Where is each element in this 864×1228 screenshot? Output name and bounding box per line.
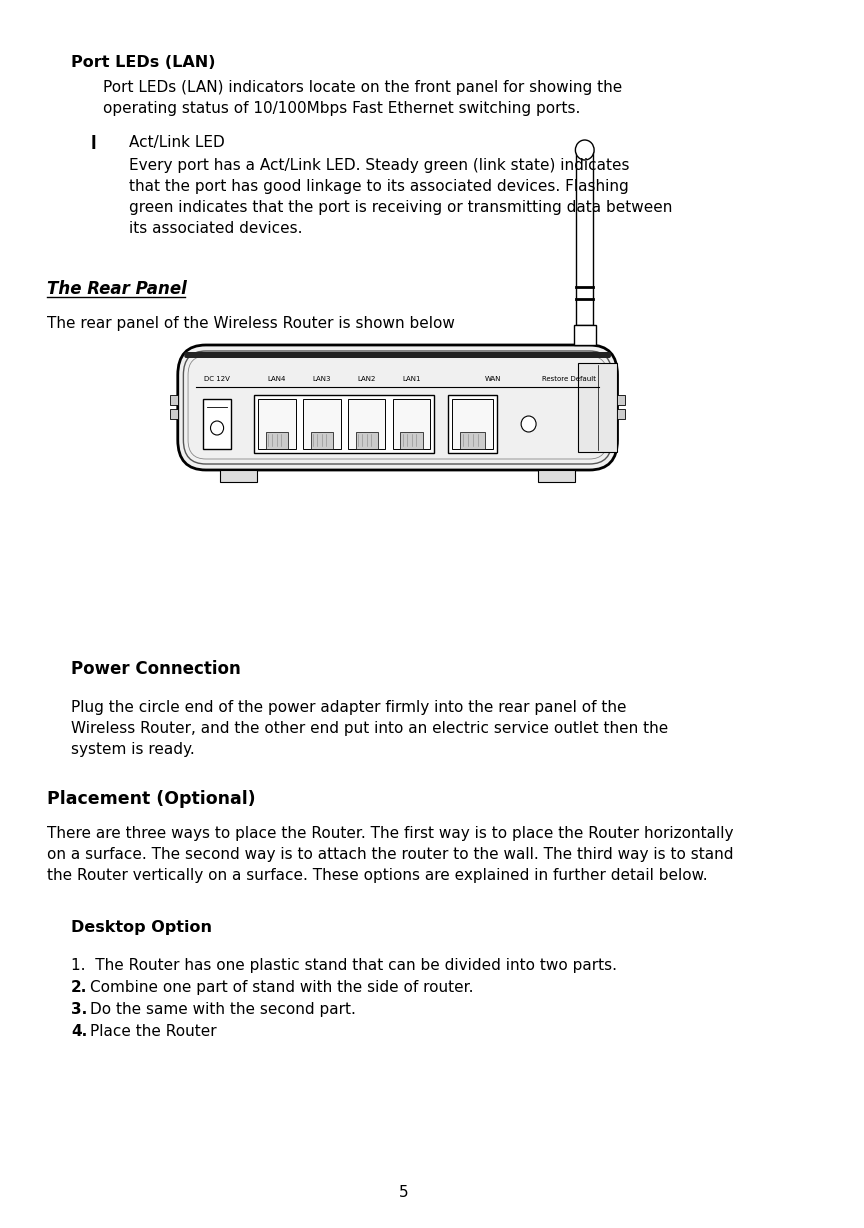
Bar (393, 399, 430, 449)
Bar (618, 409, 625, 419)
Bar (452, 399, 493, 449)
Bar (355, 431, 378, 449)
Bar (170, 409, 178, 419)
Text: Port LEDs (LAN) indicators locate on the front panel for showing the
operating s: Port LEDs (LAN) indicators locate on the… (103, 80, 622, 115)
Text: There are three ways to place the Router. The first way is to place the Router h: There are three ways to place the Router… (47, 826, 734, 883)
Bar (311, 431, 333, 449)
Bar (170, 395, 178, 405)
Text: LAN2: LAN2 (358, 376, 376, 382)
Text: l: l (91, 135, 97, 154)
Text: Place the Router: Place the Router (90, 1024, 217, 1039)
Bar (400, 431, 422, 449)
Text: The Rear Panel: The Rear Panel (47, 280, 187, 298)
Text: Act/Link LED: Act/Link LED (129, 135, 225, 150)
Text: Restore Default: Restore Default (542, 376, 596, 382)
Bar (255, 395, 434, 453)
Text: LAN1: LAN1 (403, 376, 421, 382)
Text: Plug the circle end of the power adapter firmly into the rear panel of the
Wirel: Plug the circle end of the power adapter… (71, 700, 669, 756)
Bar (203, 399, 231, 449)
Text: 5: 5 (399, 1185, 409, 1200)
Bar (348, 399, 385, 449)
Text: Every port has a Act/Link LED. Steady green (link state) indicates
that the port: Every port has a Act/Link LED. Steady gr… (129, 158, 672, 236)
Circle shape (521, 416, 536, 432)
Bar (266, 431, 289, 449)
Text: WAN: WAN (485, 376, 501, 382)
Bar (303, 399, 340, 449)
Text: 3.: 3. (71, 1002, 87, 1017)
Text: 1.  The Router has one plastic stand that can be divided into two parts.: 1. The Router has one plastic stand that… (71, 958, 617, 973)
Text: LAN4: LAN4 (268, 376, 286, 382)
Text: DC 12V: DC 12V (204, 376, 230, 382)
Bar (258, 399, 295, 449)
Text: Combine one part of stand with the side of router.: Combine one part of stand with the side … (90, 980, 473, 995)
Text: Power Connection: Power Connection (71, 659, 241, 678)
Text: Do the same with the second part.: Do the same with the second part. (90, 1002, 356, 1017)
Circle shape (575, 140, 594, 160)
Text: 4.: 4. (71, 1024, 87, 1039)
Circle shape (211, 421, 224, 435)
Text: LAN3: LAN3 (313, 376, 331, 382)
FancyBboxPatch shape (178, 345, 618, 470)
Text: Port LEDs (LAN): Port LEDs (LAN) (71, 55, 216, 70)
Bar (574, 325, 596, 345)
Bar (618, 395, 625, 405)
Bar (448, 395, 497, 453)
Bar (578, 363, 618, 452)
Bar (461, 431, 485, 449)
Text: Desktop Option: Desktop Option (71, 920, 212, 935)
FancyBboxPatch shape (184, 352, 611, 359)
Bar (219, 470, 257, 483)
Bar (538, 470, 575, 483)
Bar (576, 150, 594, 325)
Text: 2.: 2. (71, 980, 87, 995)
Text: Placement (Optional): Placement (Optional) (47, 790, 256, 808)
Text: The rear panel of the Wireless Router is shown below: The rear panel of the Wireless Router is… (47, 316, 454, 332)
